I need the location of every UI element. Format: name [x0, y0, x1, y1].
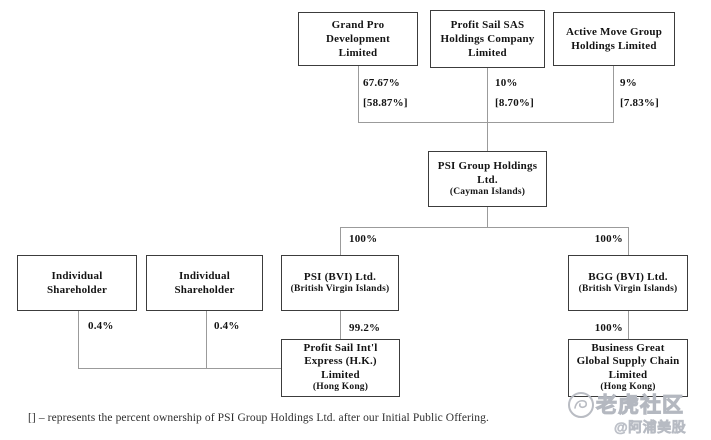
entity-name-line: Individual — [51, 269, 103, 282]
connector-psigroup-down — [487, 207, 488, 228]
entity-name-line: Shareholder — [46, 284, 108, 296]
entity-jurisdiction: (British Virgin Islands) — [290, 284, 390, 295]
ownership-current: 10% — [495, 77, 518, 89]
entity-name-line: Limited — [338, 47, 378, 60]
ownership-label-bgg-bvi: 100% — [594, 233, 623, 245]
connector-split-horizontal — [340, 227, 629, 228]
ownership-current: 67.67% — [363, 77, 400, 89]
connector-individuals-horizontal — [78, 368, 282, 369]
entity-individual-shareholder-2: Individual Shareholder — [146, 255, 263, 311]
entity-name-line: Profit Sail SAS — [450, 18, 525, 31]
ownership-label-psi-bvi: 100% — [349, 233, 378, 245]
entity-name-line: Development — [326, 32, 390, 45]
ownership-post-ipo: [7.83%] — [620, 97, 659, 109]
entity-jurisdiction: (Hong Kong) — [312, 382, 369, 393]
entity-bgg-bvi: BGG (BVI) Ltd. (British Virgin Islands) — [568, 255, 688, 311]
ownership-current: 9% — [620, 77, 637, 89]
entity-name-line: Individual — [179, 269, 230, 282]
entity-name-line: PSI Group Holdings — [437, 159, 538, 172]
entity-psi-group-holdings: PSI Group Holdings Ltd. (Cayman Islands) — [428, 151, 547, 207]
entity-name-line: Grand Pro — [331, 18, 385, 31]
entity-name-line: Limited — [321, 368, 360, 381]
entity-name-line: Ltd. — [477, 174, 498, 187]
ownership-post-ipo: [58.87%] — [363, 97, 408, 109]
connector-psibvi-to-hk — [340, 311, 341, 339]
ownership-label-profit-sail-sas: 10% [8.70%] — [495, 73, 534, 113]
ownership-label-individual-1: 0.4% — [88, 320, 114, 332]
entity-name-line: Business Great — [591, 341, 665, 354]
entity-name-line: Active Move Group — [565, 25, 663, 38]
entity-name-line: Express (H.K.) — [304, 355, 377, 368]
footnote: [] – represents the percent ownership of… — [28, 412, 489, 424]
entity-individual-shareholder-1: Individual Shareholder — [17, 255, 137, 311]
entity-name-line: Holdings Limited — [571, 40, 657, 52]
entity-active-move-group: Active Move Group Holdings Limited — [553, 12, 675, 66]
entity-name-line: Global Supply Chain — [576, 355, 680, 368]
entity-name-line: Shareholder — [174, 284, 235, 296]
entity-psi-bvi: PSI (BVI) Ltd. (British Virgin Islands) — [281, 255, 399, 311]
entity-profit-sail-sas-holdings: Profit Sail SAS Holdings Company Limited — [430, 10, 545, 68]
entity-jurisdiction: (Cayman Islands) — [449, 187, 526, 198]
entity-grand-pro-development: Grand Pro Development Limited — [298, 12, 418, 66]
connector-sas-down — [487, 68, 488, 152]
entity-name-line: Limited — [608, 368, 648, 381]
connector-bgg-to-business — [628, 311, 629, 339]
connector-individual2-down — [206, 311, 207, 369]
entity-jurisdiction: (British Virgin Islands) — [578, 284, 678, 295]
ownership-label-grand-pro: 67.67% [58.87%] — [363, 73, 408, 113]
entity-name-line: PSI (BVI) Ltd. — [303, 270, 377, 283]
entity-profit-sail-intl-express-hk: Profit Sail Int'l Express (H.K.) Limited… — [281, 339, 400, 397]
connector-top-horizontal — [358, 122, 614, 123]
connector-to-psibvi — [340, 227, 341, 255]
entity-jurisdiction: (Hong Kong) — [600, 382, 656, 393]
entity-name-line: Profit Sail Int'l — [303, 341, 378, 354]
connector-to-bggbvi — [628, 227, 629, 255]
ownership-post-ipo: [8.70%] — [495, 97, 534, 109]
connector-individual1-down — [78, 311, 79, 369]
entity-name-line: BGG (BVI) Ltd. — [588, 270, 668, 283]
entity-name-line: Limited — [468, 47, 507, 60]
connector-grandpro-down — [358, 66, 359, 123]
entity-business-great-global-supply-chain: Business Great Global Supply Chain Limit… — [568, 339, 688, 397]
ownership-label-profit-sail-hk: 99.2% — [349, 322, 381, 334]
ownership-label-active-move: 9% [7.83%] — [620, 73, 659, 113]
ownership-label-individual-2: 0.4% — [214, 320, 240, 332]
connector-activemove-down — [613, 66, 614, 123]
ownership-label-business-great: 100% — [594, 322, 623, 334]
entity-name-line: Holdings Company — [440, 32, 535, 45]
